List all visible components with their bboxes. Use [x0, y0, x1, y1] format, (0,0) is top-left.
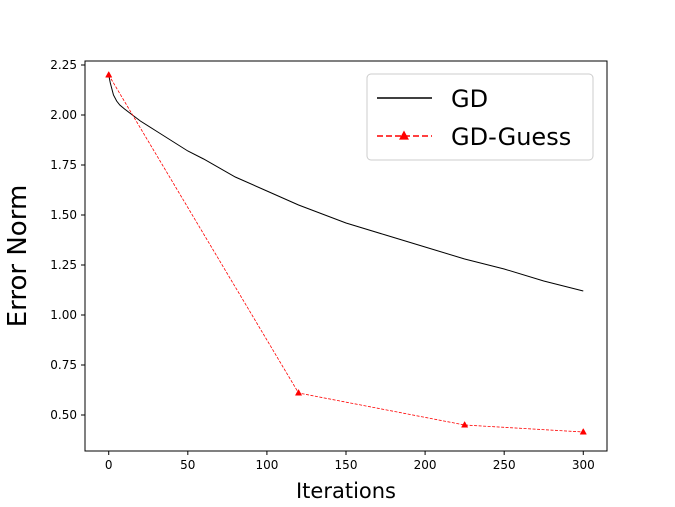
y-tick-label-2: 1.00	[50, 308, 77, 322]
legend-box	[366, 73, 594, 161]
legend-marker-1	[399, 130, 409, 140]
series-1-marker-2	[461, 420, 469, 428]
x-tick-label-5: 250	[493, 458, 516, 472]
series-1-marker-0	[105, 70, 113, 78]
x-tick-label-6: 300	[572, 458, 595, 472]
axes-layer: 0 50 100 150 200 250 300 0.50 0.75 1.00 1.25 1.50 1.…	[3, 58, 608, 503]
y-tick-label-5: 1.75	[50, 158, 77, 172]
y-tick-label-6: 2.00	[50, 108, 77, 122]
series-line-0	[108, 74, 584, 292]
y-axis-label: Error Norm	[3, 185, 33, 328]
series-1-marker-1	[294, 388, 303, 396]
y-tick-label-3: 1.25	[50, 258, 77, 272]
y-tick-label-0: 0.50	[50, 408, 77, 422]
x-tick-label-1: 50	[180, 458, 195, 472]
y-tick-label-4: 1.50	[50, 208, 77, 222]
x-axis-label: Iterations	[296, 479, 396, 503]
y-tick-label-7: 2.25	[50, 58, 77, 72]
legend-label-1: GD-Guess	[451, 123, 571, 151]
x-tick-label-4: 200	[414, 458, 437, 472]
x-tick-label-0: 0	[105, 458, 113, 472]
x-tick-label-2: 100	[255, 458, 278, 472]
series-line-1	[108, 74, 584, 433]
y-tick-label-1: 0.75	[50, 358, 77, 372]
legend-label-0: GD	[451, 85, 488, 113]
series-layer	[105, 70, 587, 435]
series-1-marker-3	[579, 427, 587, 435]
x-tick-label-3: 150	[335, 458, 358, 472]
legend: GD GD-Guess	[366, 73, 594, 161]
